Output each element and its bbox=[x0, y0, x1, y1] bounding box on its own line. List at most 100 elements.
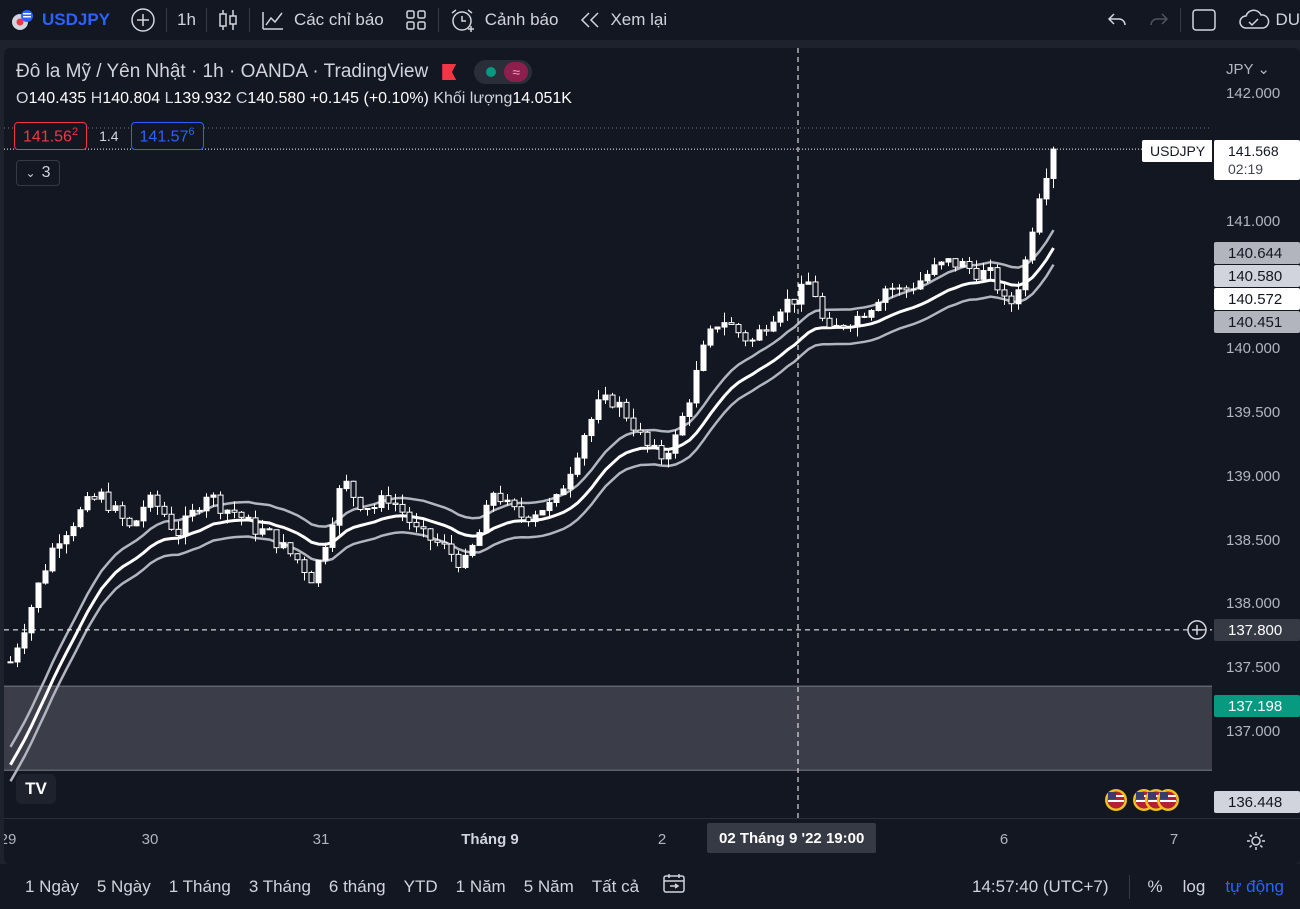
date-range-button[interactable]: 6 tháng bbox=[328, 876, 386, 896]
candle bbox=[63, 531, 70, 554]
candle bbox=[1050, 146, 1057, 189]
date-range-button[interactable]: 1 Tháng bbox=[168, 876, 231, 896]
buy-button[interactable]: 141.576 bbox=[130, 122, 204, 151]
candle bbox=[574, 452, 581, 478]
add-alert-plus-icon[interactable] bbox=[1187, 620, 1207, 640]
add-symbol-button[interactable] bbox=[120, 0, 166, 40]
candle bbox=[406, 507, 413, 530]
candle bbox=[322, 542, 329, 565]
time-tick: 7 bbox=[1169, 831, 1179, 848]
currency-selector[interactable]: JPY ⌄ bbox=[1226, 60, 1270, 78]
date-range-button[interactable]: YTD bbox=[403, 876, 438, 896]
flag-icon[interactable] bbox=[442, 64, 457, 80]
candle bbox=[1029, 227, 1036, 264]
candle bbox=[546, 497, 553, 517]
replay-button[interactable]: Xem lại bbox=[568, 0, 677, 40]
close-price-label: 140.580 bbox=[1214, 265, 1300, 287]
candle bbox=[1015, 281, 1022, 310]
tradingview-logo[interactable]: TV bbox=[16, 774, 56, 804]
date-range-button[interactable]: 1 Ngày bbox=[25, 876, 79, 896]
auto-scale-toggle[interactable]: tự động bbox=[1225, 876, 1284, 896]
spread-value: 1.4 bbox=[99, 128, 119, 145]
candle bbox=[301, 556, 308, 581]
undo-button[interactable] bbox=[1096, 0, 1138, 40]
date-range-button[interactable]: Tất cả bbox=[591, 876, 640, 896]
candle bbox=[917, 272, 924, 291]
replay-icon bbox=[581, 12, 599, 28]
indicators-button[interactable]: Các chỉ báo bbox=[250, 0, 394, 40]
market-status-pill[interactable]: ≈ bbox=[474, 60, 533, 84]
symbol-button[interactable]: USDJPY bbox=[0, 0, 120, 40]
collapse-indicators-button[interactable]: ⌄ 3 bbox=[16, 160, 60, 186]
candle bbox=[567, 466, 574, 498]
date-range-button[interactable]: 5 Năm bbox=[523, 876, 574, 896]
candle bbox=[28, 604, 35, 641]
ema-line-1[interactable] bbox=[9, 229, 1055, 748]
date-range-button[interactable]: 1 Năm bbox=[455, 876, 506, 896]
currency-label: JPY bbox=[1226, 61, 1254, 78]
price-plot[interactable]: USDJPY bbox=[4, 48, 1212, 818]
buy-price-pip: 6 bbox=[188, 126, 195, 138]
toolbar-divider bbox=[166, 8, 168, 32]
chart-legend-title[interactable]: Đô la Mỹ / Yên Nhật · 1h · OANDA · Tradi… bbox=[16, 60, 533, 84]
time-tick: 30 bbox=[141, 831, 159, 848]
candle bbox=[126, 516, 133, 529]
ema-line-2[interactable] bbox=[9, 247, 1055, 766]
candle bbox=[280, 534, 287, 550]
chart-type-button[interactable] bbox=[207, 0, 249, 40]
candle bbox=[945, 257, 952, 267]
account-label: DU bbox=[1275, 10, 1300, 29]
candle bbox=[581, 433, 588, 466]
templates-button[interactable] bbox=[394, 0, 438, 40]
toolbar-divider bbox=[248, 8, 250, 32]
candle bbox=[392, 493, 399, 512]
layout-button[interactable] bbox=[1181, 0, 1227, 40]
candle bbox=[357, 496, 364, 512]
templates-icon bbox=[405, 10, 426, 30]
candle bbox=[1001, 282, 1008, 305]
toolbar-divider bbox=[1180, 8, 1182, 32]
candle bbox=[245, 514, 252, 519]
date-range-button[interactable]: 3 Tháng bbox=[248, 876, 311, 896]
chart-pane[interactable]: USDJPY Đô la Mỹ / Yên Nhật · 1h · OANDA … bbox=[4, 48, 1300, 864]
timezone-clock[interactable]: 14:57:40 (UTC+7) bbox=[971, 876, 1109, 896]
candle bbox=[553, 493, 560, 507]
sell-button[interactable]: 141.562 bbox=[14, 122, 88, 151]
candle bbox=[861, 312, 868, 319]
economic-event-icon[interactable] bbox=[1105, 789, 1127, 811]
ema-line-3[interactable] bbox=[9, 263, 1055, 782]
candle bbox=[693, 361, 700, 408]
date-range-button[interactable]: 5 Ngày bbox=[96, 876, 151, 896]
candle bbox=[413, 513, 420, 533]
candle bbox=[623, 398, 630, 422]
log-toggle[interactable]: log bbox=[1182, 876, 1206, 896]
candle bbox=[399, 494, 406, 522]
candle bbox=[168, 506, 175, 531]
candle bbox=[630, 408, 637, 437]
save-button[interactable]: DU bbox=[1227, 0, 1300, 40]
candle bbox=[665, 449, 672, 468]
redo-button[interactable] bbox=[1138, 0, 1180, 40]
date-range-picker-button[interactable] bbox=[648, 873, 700, 900]
candle bbox=[497, 485, 504, 505]
candle bbox=[798, 275, 805, 312]
candle bbox=[987, 259, 994, 281]
high-key: H bbox=[90, 90, 103, 107]
price-axis[interactable]: JPY ⌄ 142.000 141.000 140.000 139.500 139.00… bbox=[1212, 48, 1300, 818]
price-tick: 137.500 bbox=[1226, 659, 1281, 677]
percent-toggle[interactable]: % bbox=[1147, 876, 1163, 896]
change-value: +0.145 (+0.10%) bbox=[309, 90, 429, 107]
candle bbox=[350, 480, 357, 507]
chart-settings-button[interactable] bbox=[1212, 818, 1300, 864]
ema-mid-label: 140.572 bbox=[1214, 288, 1300, 310]
interval-button[interactable]: 1h bbox=[167, 0, 206, 40]
time-axis[interactable]: 29 30 31 Tháng 9 2 6 7 02 Tháng 9 '22 19:00 bbox=[4, 818, 1300, 864]
candle bbox=[609, 392, 616, 409]
candle bbox=[455, 550, 462, 573]
candle bbox=[112, 500, 119, 513]
economic-event-icon[interactable] bbox=[1157, 789, 1179, 811]
price-zone-rect[interactable] bbox=[4, 686, 1212, 771]
time-tick: 2 bbox=[657, 831, 667, 848]
alert-button[interactable]: Cảnh báo bbox=[439, 0, 569, 40]
candle bbox=[812, 275, 819, 298]
